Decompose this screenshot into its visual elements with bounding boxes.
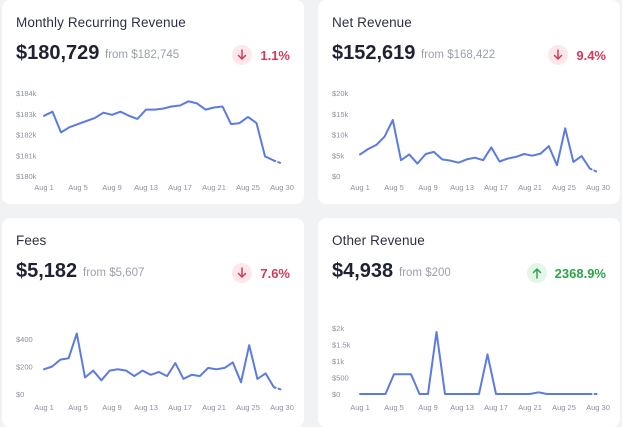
previous-value: from $182,745 xyxy=(105,49,180,61)
x-tick-label: Aug 1 xyxy=(350,183,370,192)
arrow-down-icon xyxy=(232,45,252,65)
x-tick-label: Aug 1 xyxy=(350,403,370,412)
y-tick-label: $183k xyxy=(16,110,37,119)
series-projection xyxy=(272,386,283,391)
change-percent: 7.6% xyxy=(260,266,290,281)
x-tick-label: Aug 30 xyxy=(586,403,610,412)
x-tick-label: Aug 21 xyxy=(202,183,226,192)
previous-value: from $5,607 xyxy=(83,267,145,279)
mrr-card[interactable]: Monthly Recurring Revenue $180,729 from $1… xyxy=(2,0,304,204)
arrow-down-icon xyxy=(232,263,252,283)
series-line xyxy=(43,100,275,162)
x-tick-label: Aug 5 xyxy=(384,183,404,192)
y-tick-label: $5k xyxy=(332,151,344,160)
x-tick-label: Aug 25 xyxy=(552,403,576,412)
x-tick-label: Aug 30 xyxy=(270,183,294,192)
x-tick-label: Aug 13 xyxy=(134,403,158,412)
metric-value: $4,938 xyxy=(332,260,394,282)
y-tick-label: $181k xyxy=(16,151,37,160)
x-tick-label: Aug 9 xyxy=(102,183,122,192)
line-chart: $0 $200 $400 Aug 1 Aug 5 Aug 9 Aug 13 Aug 17 Aug… xyxy=(16,332,294,412)
x-tick-label: Aug 13 xyxy=(450,403,474,412)
y-tick-label: $184k xyxy=(16,89,37,98)
metric-value: $152,619 xyxy=(332,42,416,64)
change-percent: 1.1% xyxy=(260,48,290,63)
x-tick-label: Aug 17 xyxy=(168,403,192,412)
y-tick-label: $15k xyxy=(332,110,349,119)
x-tick-label: Aug 17 xyxy=(484,403,508,412)
y-tick-label: $2k xyxy=(332,324,344,333)
x-tick-label: Aug 5 xyxy=(68,403,88,412)
x-tick-label: Aug 1 xyxy=(34,183,54,192)
x-tick-label: Aug 1 xyxy=(34,403,54,412)
y-tick-label: $0 xyxy=(16,390,24,399)
arrow-up-icon xyxy=(527,263,547,283)
x-tick-label: Aug 9 xyxy=(418,403,438,412)
y-tick-label: $400 xyxy=(16,335,33,344)
series-line xyxy=(359,119,591,170)
change-percent: 9.4% xyxy=(576,48,606,63)
previous-value: from $168,422 xyxy=(421,49,496,61)
x-tick-label: Aug 17 xyxy=(484,183,508,192)
x-tick-label: Aug 25 xyxy=(552,183,576,192)
y-tick-label: $10k xyxy=(332,131,349,140)
y-tick-label: $0 xyxy=(332,390,340,399)
line-chart: $0 $5k $10k $15k $20k Aug 1 Aug 5 Aug 9 Aug 13 Au… xyxy=(332,89,610,192)
y-tick-label: $182k xyxy=(16,131,37,140)
previous-value: from $200 xyxy=(399,267,451,279)
net-revenue-card[interactable]: Net Revenue $152,619 from $168,422 9.4% $0 $5… xyxy=(318,0,620,204)
x-tick-label: Aug 13 xyxy=(450,183,474,192)
metric-value: $180,729 xyxy=(16,42,100,64)
x-tick-label: Aug 30 xyxy=(586,183,610,192)
x-tick-label: Aug 17 xyxy=(168,183,192,192)
x-tick-label: Aug 25 xyxy=(236,403,260,412)
y-tick-label: $1k xyxy=(332,357,344,366)
y-tick-label: $0 xyxy=(332,172,340,181)
arrow-down-icon xyxy=(548,45,568,65)
series-projection xyxy=(588,167,599,174)
metric-value: $5,182 xyxy=(16,260,78,282)
y-tick-label: $1.5k xyxy=(332,341,351,350)
x-tick-label: Aug 13 xyxy=(134,183,158,192)
y-tick-label: $200 xyxy=(16,363,33,372)
x-tick-label: Aug 21 xyxy=(518,403,542,412)
x-tick-label: Aug 30 xyxy=(270,403,294,412)
chart-title: Other Revenue xyxy=(332,233,425,248)
series-projection xyxy=(272,159,283,165)
line-chart: $180k $181k $182k $183k $184k Aug 1 Aug 5 Aug 9… xyxy=(16,89,294,192)
chart-title: Net Revenue xyxy=(332,15,412,30)
y-tick-label: $180k xyxy=(16,172,37,181)
line-chart: $0 $500 $1k $1.5k $2k Aug 1 Aug 5 Aug 9 Aug 13 Au… xyxy=(332,324,610,412)
x-tick-label: Aug 21 xyxy=(518,183,542,192)
x-tick-label: Aug 5 xyxy=(68,183,88,192)
x-tick-label: Aug 9 xyxy=(418,183,438,192)
x-tick-label: Aug 9 xyxy=(102,403,122,412)
x-tick-label: Aug 21 xyxy=(202,403,226,412)
y-tick-label: $500 xyxy=(332,374,349,383)
x-tick-label: Aug 25 xyxy=(236,183,260,192)
series-line xyxy=(43,332,275,389)
chart-title: Monthly Recurring Revenue xyxy=(16,15,186,30)
chart-title: Fees xyxy=(16,233,47,248)
y-tick-label: $20k xyxy=(332,89,349,98)
series-line xyxy=(359,331,591,395)
other-revenue-card[interactable]: Other Revenue $4,938 from $200 2368.9% $0 $50… xyxy=(318,218,620,427)
fees-card[interactable]: Fees $5,182 from $5,607 7.6% $0 $200 $400 Aug 1… xyxy=(2,218,304,427)
change-percent: 2368.9% xyxy=(554,266,606,281)
x-tick-label: Aug 5 xyxy=(384,403,404,412)
